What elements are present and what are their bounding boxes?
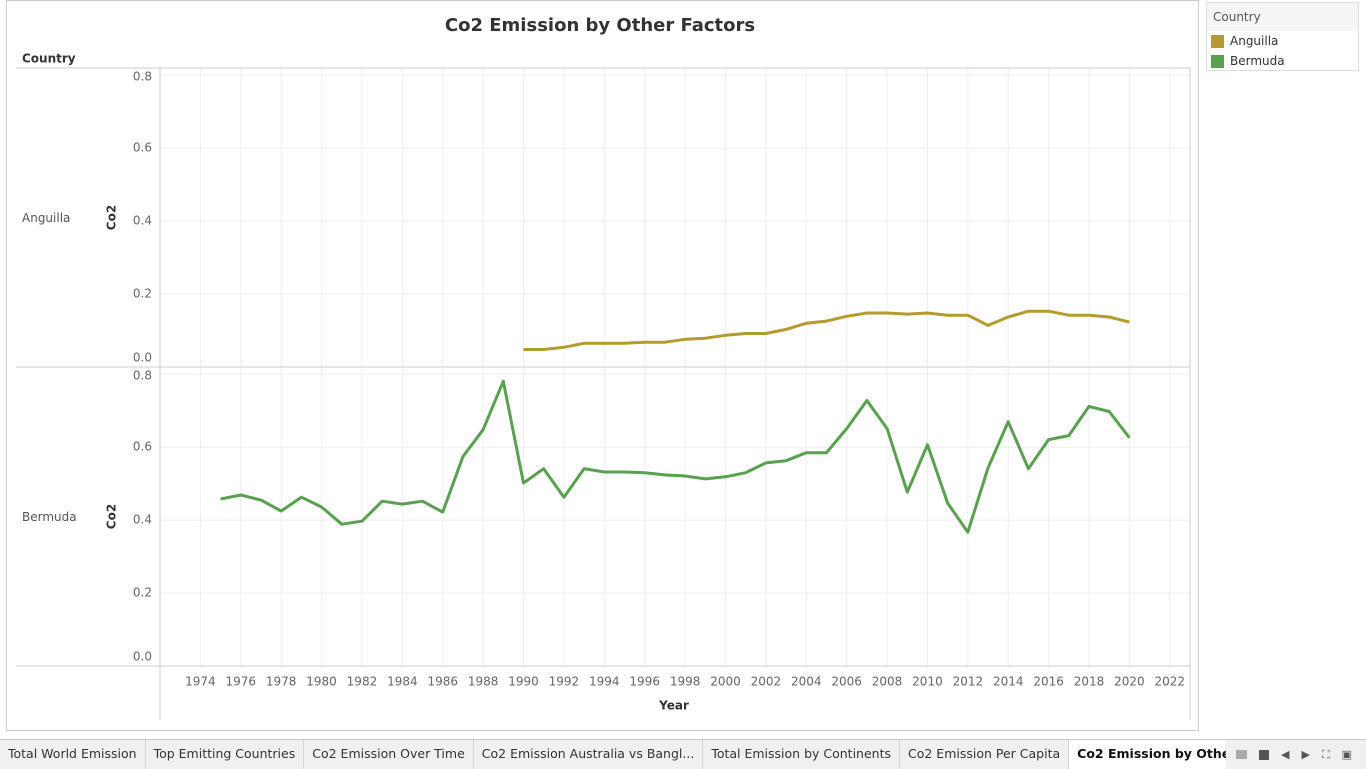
present-icon[interactable]: ▣ (1341, 748, 1353, 761)
legend-item[interactable]: Anguilla (1207, 31, 1358, 51)
x-tick-label: 1984 (387, 675, 418, 689)
x-tick-label: 2016 (1033, 675, 1064, 689)
chart: Co2 Emission by Other Factors Country Ye… (6, 0, 1199, 731)
line-series (220, 379, 1131, 534)
tab-controls: ◀ ▶ ⛶ ▣ (1226, 740, 1352, 769)
legend-swatch (1211, 34, 1224, 48)
sheet-tab[interactable]: Co2 Emission Over Time (304, 740, 474, 769)
x-tick-label: 2010 (912, 675, 943, 689)
x-tick-label: 2014 (993, 675, 1024, 689)
x-tick-label: 1992 (549, 675, 580, 689)
x-tick-label: 2004 (791, 675, 822, 689)
chart-title: Co2 Emission by Other Factors (445, 15, 755, 36)
legend: Country Anguilla Bermuda (1206, 2, 1359, 71)
x-tick-label: 1994 (589, 675, 620, 689)
x-tick-label: 1982 (347, 675, 378, 689)
y-axis-label: Co2 (105, 504, 119, 529)
sheet-tab[interactable]: Co2 Emission Australia vs Bangl... (474, 740, 704, 769)
grid-view-icon[interactable] (1236, 750, 1247, 759)
row-label: Bermuda (22, 510, 77, 524)
x-tick-label: 1990 (508, 675, 539, 689)
x-tick-label: 1986 (427, 675, 458, 689)
x-tick-label: 2020 (1114, 675, 1145, 689)
y-tick-label: 0.6 (133, 141, 152, 155)
y-tick-label: 0.8 (133, 70, 152, 84)
facet-header: Country (22, 52, 76, 66)
sheet-tab[interactable]: Co2 Emission by Other Factors (1069, 740, 1226, 769)
x-tick-label: 2012 (953, 675, 984, 689)
x-tick-label: 1978 (266, 675, 297, 689)
y-tick-label: 0.0 (133, 650, 152, 664)
legend-title: Country (1207, 3, 1358, 31)
x-tick-label: 1996 (629, 675, 660, 689)
line-series (523, 309, 1130, 351)
tab-list: Total World Emission Top Emitting Countri… (0, 740, 1226, 769)
sheet-tab[interactable]: Co2 Emission Per Capita (900, 740, 1070, 769)
single-view-icon[interactable] (1259, 749, 1269, 760)
y-axis-label: Co2 (105, 205, 119, 230)
sheet-tab[interactable]: Total Emission by Continents (703, 740, 900, 769)
legend-label: Bermuda (1230, 54, 1285, 68)
prev-icon[interactable]: ◀ (1281, 748, 1290, 761)
y-tick-label: 0.4 (133, 214, 152, 228)
x-tick-label: 2006 (831, 675, 862, 689)
y-tick-label: 0.8 (133, 369, 152, 383)
x-axis-label: Year (658, 699, 689, 713)
sheet-tab[interactable]: Total World Emission (0, 740, 146, 769)
legend-item[interactable]: Bermuda (1207, 51, 1358, 71)
x-tick-label: 1998 (670, 675, 701, 689)
x-tick-label: 1980 (306, 675, 337, 689)
x-tick-label: 1976 (226, 675, 257, 689)
chart-frame (6, 0, 1199, 731)
y-tick-label: 0.2 (133, 287, 152, 301)
x-tick-label: 2000 (710, 675, 741, 689)
next-icon[interactable]: ▶ (1301, 748, 1310, 761)
row-label: Anguilla (22, 211, 70, 225)
y-tick-label: 0.0 (133, 351, 152, 365)
x-tick-label: 2022 (1155, 675, 1186, 689)
y-tick-label: 0.2 (133, 586, 152, 600)
x-tick-label: 2002 (751, 675, 782, 689)
x-tick-label: 2018 (1074, 675, 1105, 689)
fullscreen-icon[interactable]: ⛶ (1321, 747, 1330, 761)
x-tick-label: 2008 (872, 675, 903, 689)
legend-swatch (1211, 54, 1224, 68)
x-tick-label: 1988 (468, 675, 499, 689)
y-tick-label: 0.6 (133, 440, 152, 454)
sheet-tab[interactable]: Top Emitting Countries (146, 740, 305, 769)
y-tick-label: 0.4 (133, 513, 152, 527)
legend-label: Anguilla (1230, 34, 1279, 48)
tab-bar: Total World Emission Top Emitting Countri… (0, 739, 1366, 769)
x-tick-label: 1974 (185, 675, 216, 689)
